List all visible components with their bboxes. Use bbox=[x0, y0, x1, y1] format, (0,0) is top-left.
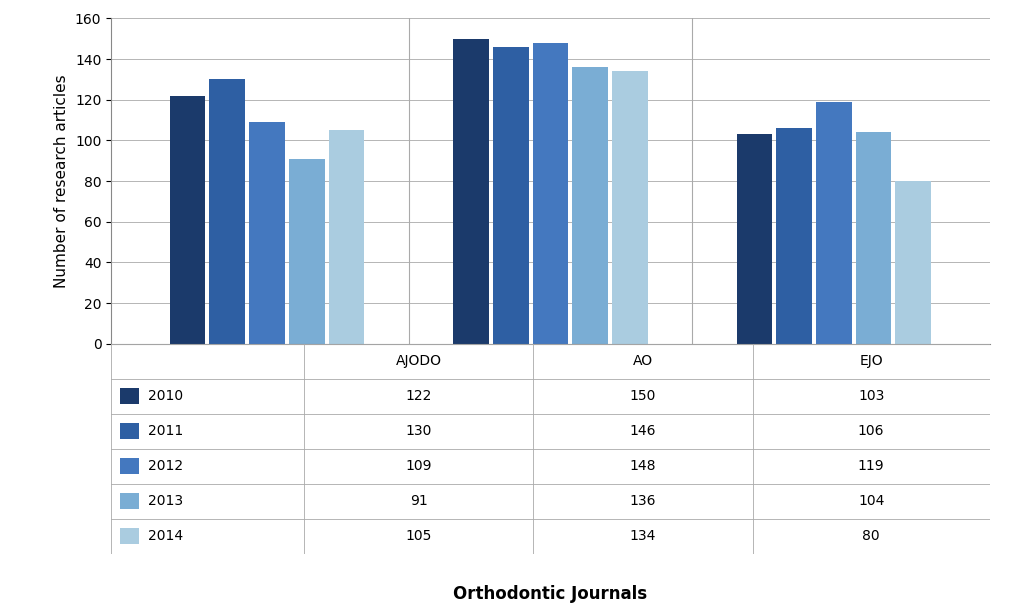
Text: 119: 119 bbox=[857, 459, 885, 473]
Text: Orthodontic Journals: Orthodontic Journals bbox=[453, 585, 647, 603]
Text: 130: 130 bbox=[405, 424, 432, 438]
Text: 2014: 2014 bbox=[148, 529, 183, 543]
Text: 2011: 2011 bbox=[148, 424, 183, 438]
Bar bbox=[453, 39, 489, 344]
Text: 136: 136 bbox=[629, 494, 655, 508]
Bar bbox=[855, 132, 892, 344]
Bar bbox=[816, 102, 851, 344]
Bar bbox=[612, 71, 647, 344]
Text: 106: 106 bbox=[857, 424, 885, 438]
Bar bbox=[896, 181, 931, 344]
Text: AJODO: AJODO bbox=[396, 354, 441, 368]
Bar bbox=[249, 122, 285, 344]
FancyBboxPatch shape bbox=[120, 493, 139, 509]
FancyBboxPatch shape bbox=[120, 528, 139, 544]
Bar bbox=[493, 47, 528, 344]
Bar bbox=[532, 43, 569, 344]
Text: 103: 103 bbox=[857, 389, 885, 403]
Text: 104: 104 bbox=[857, 494, 885, 508]
FancyBboxPatch shape bbox=[120, 388, 139, 404]
Bar bbox=[209, 79, 245, 344]
Text: 2010: 2010 bbox=[148, 389, 183, 403]
Text: 80: 80 bbox=[863, 529, 880, 543]
Text: 109: 109 bbox=[405, 459, 432, 473]
Text: 2012: 2012 bbox=[148, 459, 183, 473]
Text: 150: 150 bbox=[629, 389, 655, 403]
Bar bbox=[736, 134, 773, 344]
FancyBboxPatch shape bbox=[120, 458, 139, 474]
Text: 122: 122 bbox=[405, 389, 432, 403]
Y-axis label: Number of research articles: Number of research articles bbox=[55, 74, 70, 288]
Text: 134: 134 bbox=[629, 529, 655, 543]
Text: 91: 91 bbox=[410, 494, 427, 508]
Text: 146: 146 bbox=[629, 424, 655, 438]
Bar bbox=[573, 67, 608, 344]
Text: 105: 105 bbox=[405, 529, 432, 543]
Text: 2013: 2013 bbox=[148, 494, 183, 508]
Text: EJO: EJO bbox=[860, 354, 883, 368]
Bar bbox=[777, 128, 812, 344]
Bar bbox=[328, 130, 365, 344]
Bar bbox=[170, 96, 205, 344]
Text: AO: AO bbox=[632, 354, 652, 368]
Bar bbox=[289, 159, 324, 344]
Text: 148: 148 bbox=[629, 459, 655, 473]
FancyBboxPatch shape bbox=[120, 423, 139, 439]
